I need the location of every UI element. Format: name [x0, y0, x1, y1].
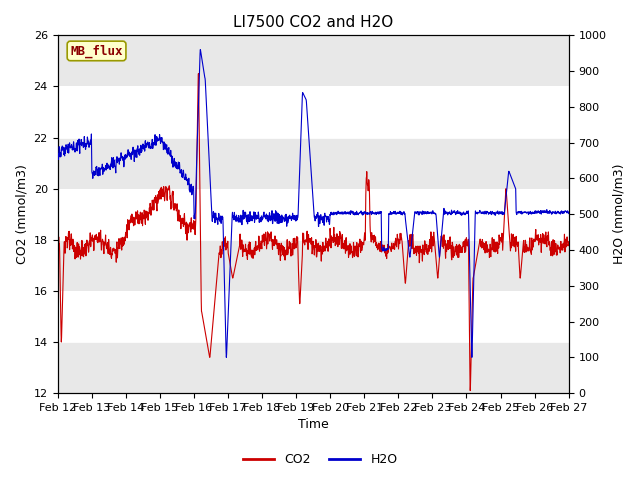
Y-axis label: H2O (mmol/m3): H2O (mmol/m3)	[612, 164, 625, 264]
Bar	[58, 291, 569, 342]
Y-axis label: CO2 (mmol/m3): CO2 (mmol/m3)	[15, 164, 28, 264]
Legend: CO2, H2O: CO2, H2O	[237, 448, 403, 471]
Bar	[58, 86, 569, 138]
Text: MB_flux: MB_flux	[70, 44, 123, 58]
X-axis label: Time: Time	[298, 419, 328, 432]
Title: LI7500 CO2 and H2O: LI7500 CO2 and H2O	[233, 15, 393, 30]
Bar	[58, 189, 569, 240]
